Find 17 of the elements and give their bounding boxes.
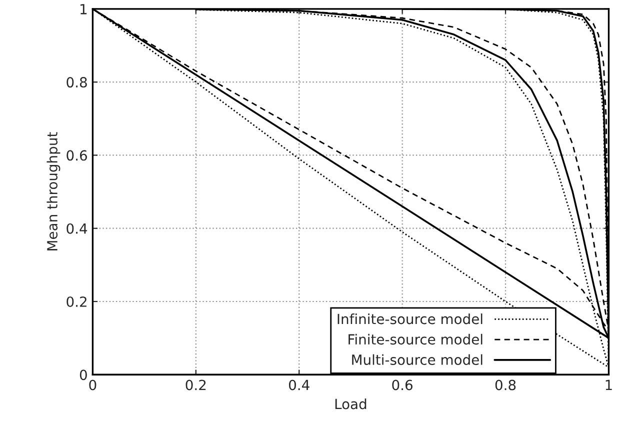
legend-label: Finite-source model bbox=[348, 334, 482, 345]
y-tick-label: 0.8 bbox=[66, 77, 87, 88]
y-tick-label: 1 bbox=[80, 4, 87, 14]
x-tick-label: 0.2 bbox=[186, 380, 206, 390]
y-tick-label: 0.4 bbox=[66, 223, 88, 234]
y-tick-label: 0 bbox=[80, 370, 87, 380]
legend-label: Multi-source model bbox=[352, 354, 482, 366]
x-axis-title: Load bbox=[335, 398, 366, 410]
y-axis-title: Mean throughput bbox=[46, 132, 60, 250]
x-tick-label: 0.8 bbox=[495, 380, 516, 390]
y-tick-label: 0.2 bbox=[66, 296, 86, 307]
x-tick-label: 0.4 bbox=[288, 380, 310, 390]
y-tick-label: 0.6 bbox=[66, 150, 87, 161]
x-tick-label: 0 bbox=[89, 380, 96, 390]
x-tick-label: 1 bbox=[606, 380, 612, 390]
x-tick-label: 0.6 bbox=[392, 380, 412, 390]
legend-label: Infinite-source model bbox=[338, 313, 482, 324]
